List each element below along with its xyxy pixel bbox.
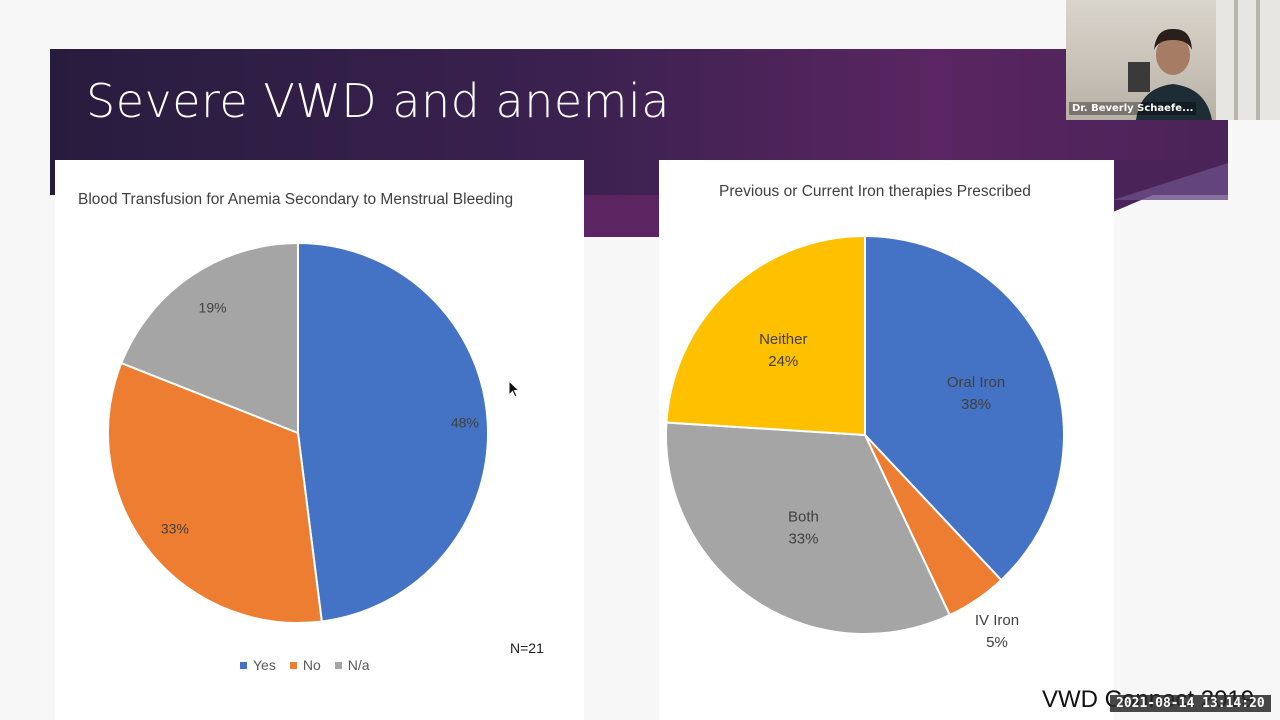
legend-label: N/a bbox=[347, 657, 370, 673]
pie-data-label: 33% bbox=[788, 531, 818, 548]
pie-slice-neither bbox=[665, 234, 866, 437]
pie-category-label: Neither bbox=[759, 331, 807, 348]
speaker-video-icon bbox=[1128, 0, 1280, 120]
banner-tab-decoration bbox=[584, 195, 659, 237]
pie-slice-no bbox=[107, 361, 323, 624]
decorative-shape bbox=[1113, 160, 1228, 212]
chart-legend: Yes No N/a bbox=[240, 657, 370, 673]
chart-title: Previous or Current Iron therapies Presc… bbox=[719, 183, 1031, 200]
slide-title: Severe VWD and anemia bbox=[86, 74, 670, 128]
iron-therapy-chart: Previous or Current Iron therapies Presc… bbox=[659, 160, 1114, 720]
pie-data-label: 48% bbox=[451, 415, 479, 431]
transfusion-chart: Blood Transfusion for Anemia Secondary t… bbox=[55, 160, 584, 720]
pie-category-label: Oral Iron bbox=[947, 374, 1005, 391]
legend-item-yes: Yes bbox=[240, 657, 276, 673]
speaker-webcam-feed bbox=[1066, 0, 1280, 120]
legend-label: No bbox=[302, 657, 321, 673]
mouse-cursor-icon bbox=[508, 380, 521, 398]
pie-data-label: 33% bbox=[161, 520, 189, 536]
chart-title: Blood Transfusion for Anemia Secondary t… bbox=[78, 191, 514, 208]
pie-category-label: IV Iron bbox=[975, 612, 1019, 629]
pie-data-label: 24% bbox=[768, 353, 798, 370]
transfusion-pie: 48% 33% 19% bbox=[107, 241, 490, 624]
pie-data-label: 19% bbox=[199, 299, 227, 315]
iron-therapy-pie: Oral Iron 38% IV Iron 5% Both 33% Neither 24% bbox=[665, 234, 1065, 651]
pie-slice-oral-iron bbox=[864, 234, 1065, 582]
legend-item-na: N/a bbox=[334, 657, 370, 673]
legend-swatch bbox=[334, 661, 342, 669]
legend-item-no: No bbox=[289, 657, 321, 673]
pie-slice-yes bbox=[297, 241, 490, 623]
legend-swatch bbox=[289, 661, 297, 669]
speaker-name-label: Dr. Beverly Schaefe... bbox=[1069, 102, 1197, 115]
pie-data-label: 38% bbox=[961, 396, 991, 413]
legend-label: Yes bbox=[253, 657, 276, 673]
pie-category-label: Both bbox=[788, 509, 819, 526]
recording-timestamp: 2021-08-14 13:14:20 bbox=[1110, 695, 1271, 712]
pie-data-label: 5% bbox=[986, 634, 1008, 651]
legend-swatch bbox=[240, 661, 247, 669]
pie-slice-both bbox=[665, 421, 952, 635]
sample-size-label: N=21 bbox=[510, 640, 544, 656]
pie-slice-na bbox=[120, 241, 299, 435]
